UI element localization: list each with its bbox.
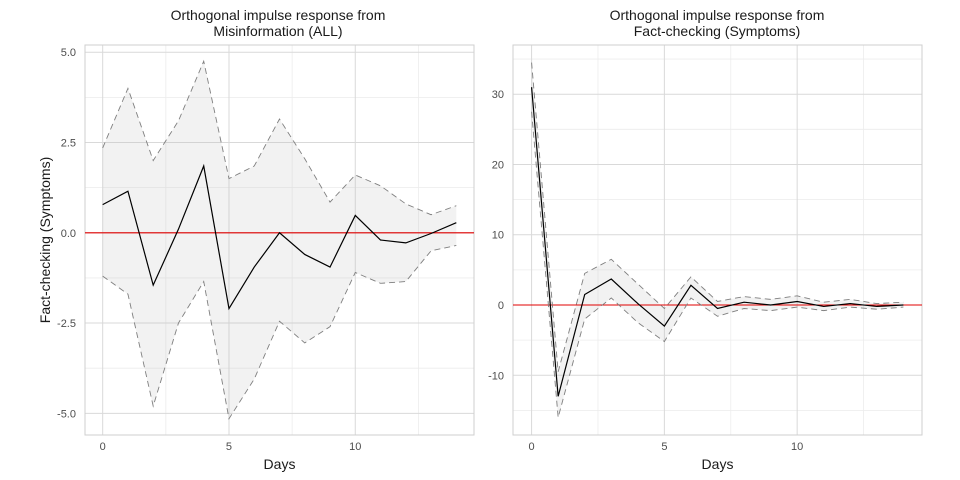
confidence-band <box>531 62 904 418</box>
chart-title-line2: Fact-checking (Symptoms) <box>634 23 800 39</box>
lower-ci-line <box>102 244 457 420</box>
y-tick-label: 0 <box>498 300 504 312</box>
x-tick-label: 10 <box>791 441 803 453</box>
y-tick-label: -2.5 <box>57 318 76 330</box>
y-tick-label: 30 <box>492 89 504 101</box>
y-axis-title: Fact-checking (Symptoms) <box>37 157 53 323</box>
response-line <box>102 163 457 311</box>
chart-title-line2: Misinformation (ALL) <box>213 23 342 39</box>
y-tick-label: 0.0 <box>61 228 76 240</box>
chart-title-line1: Orthogonal impulse response from <box>171 7 386 23</box>
lower-ci-line <box>531 111 904 418</box>
y-tick-label: 20 <box>492 159 504 171</box>
y-tick-label: -5.0 <box>57 408 76 420</box>
y-tick-label: 2.5 <box>61 138 76 150</box>
x-axis-title: Days <box>264 456 296 472</box>
x-tick-label: 5 <box>661 441 667 453</box>
confidence-band <box>102 61 457 419</box>
plot-frame <box>84 44 475 436</box>
y-tick-label: 5.0 <box>61 47 76 59</box>
y-tick-label: 10 <box>492 230 504 242</box>
x-axis-title: Days <box>702 456 734 472</box>
y-tick-label: -10 <box>488 370 504 382</box>
x-tick-label: 0 <box>100 441 106 453</box>
x-tick-label: 5 <box>226 441 232 453</box>
upper-ci-line <box>102 59 457 216</box>
response-line <box>530 87 904 397</box>
panel-2: 0 5 10 -10 0 10 20 30 Orthogonal impulse respons… <box>488 7 923 472</box>
chart-title-line1: Orthogonal impulse response from <box>610 7 825 23</box>
panel-1: 0 5 10 -5.0 -2.5 0.0 2.5 5.0 Orthogonal impulse … <box>37 7 475 472</box>
x-tick-label: 10 <box>349 441 361 453</box>
plot-frame <box>512 44 923 436</box>
upper-ci-line <box>531 62 904 372</box>
x-tick-label: 0 <box>529 441 535 453</box>
